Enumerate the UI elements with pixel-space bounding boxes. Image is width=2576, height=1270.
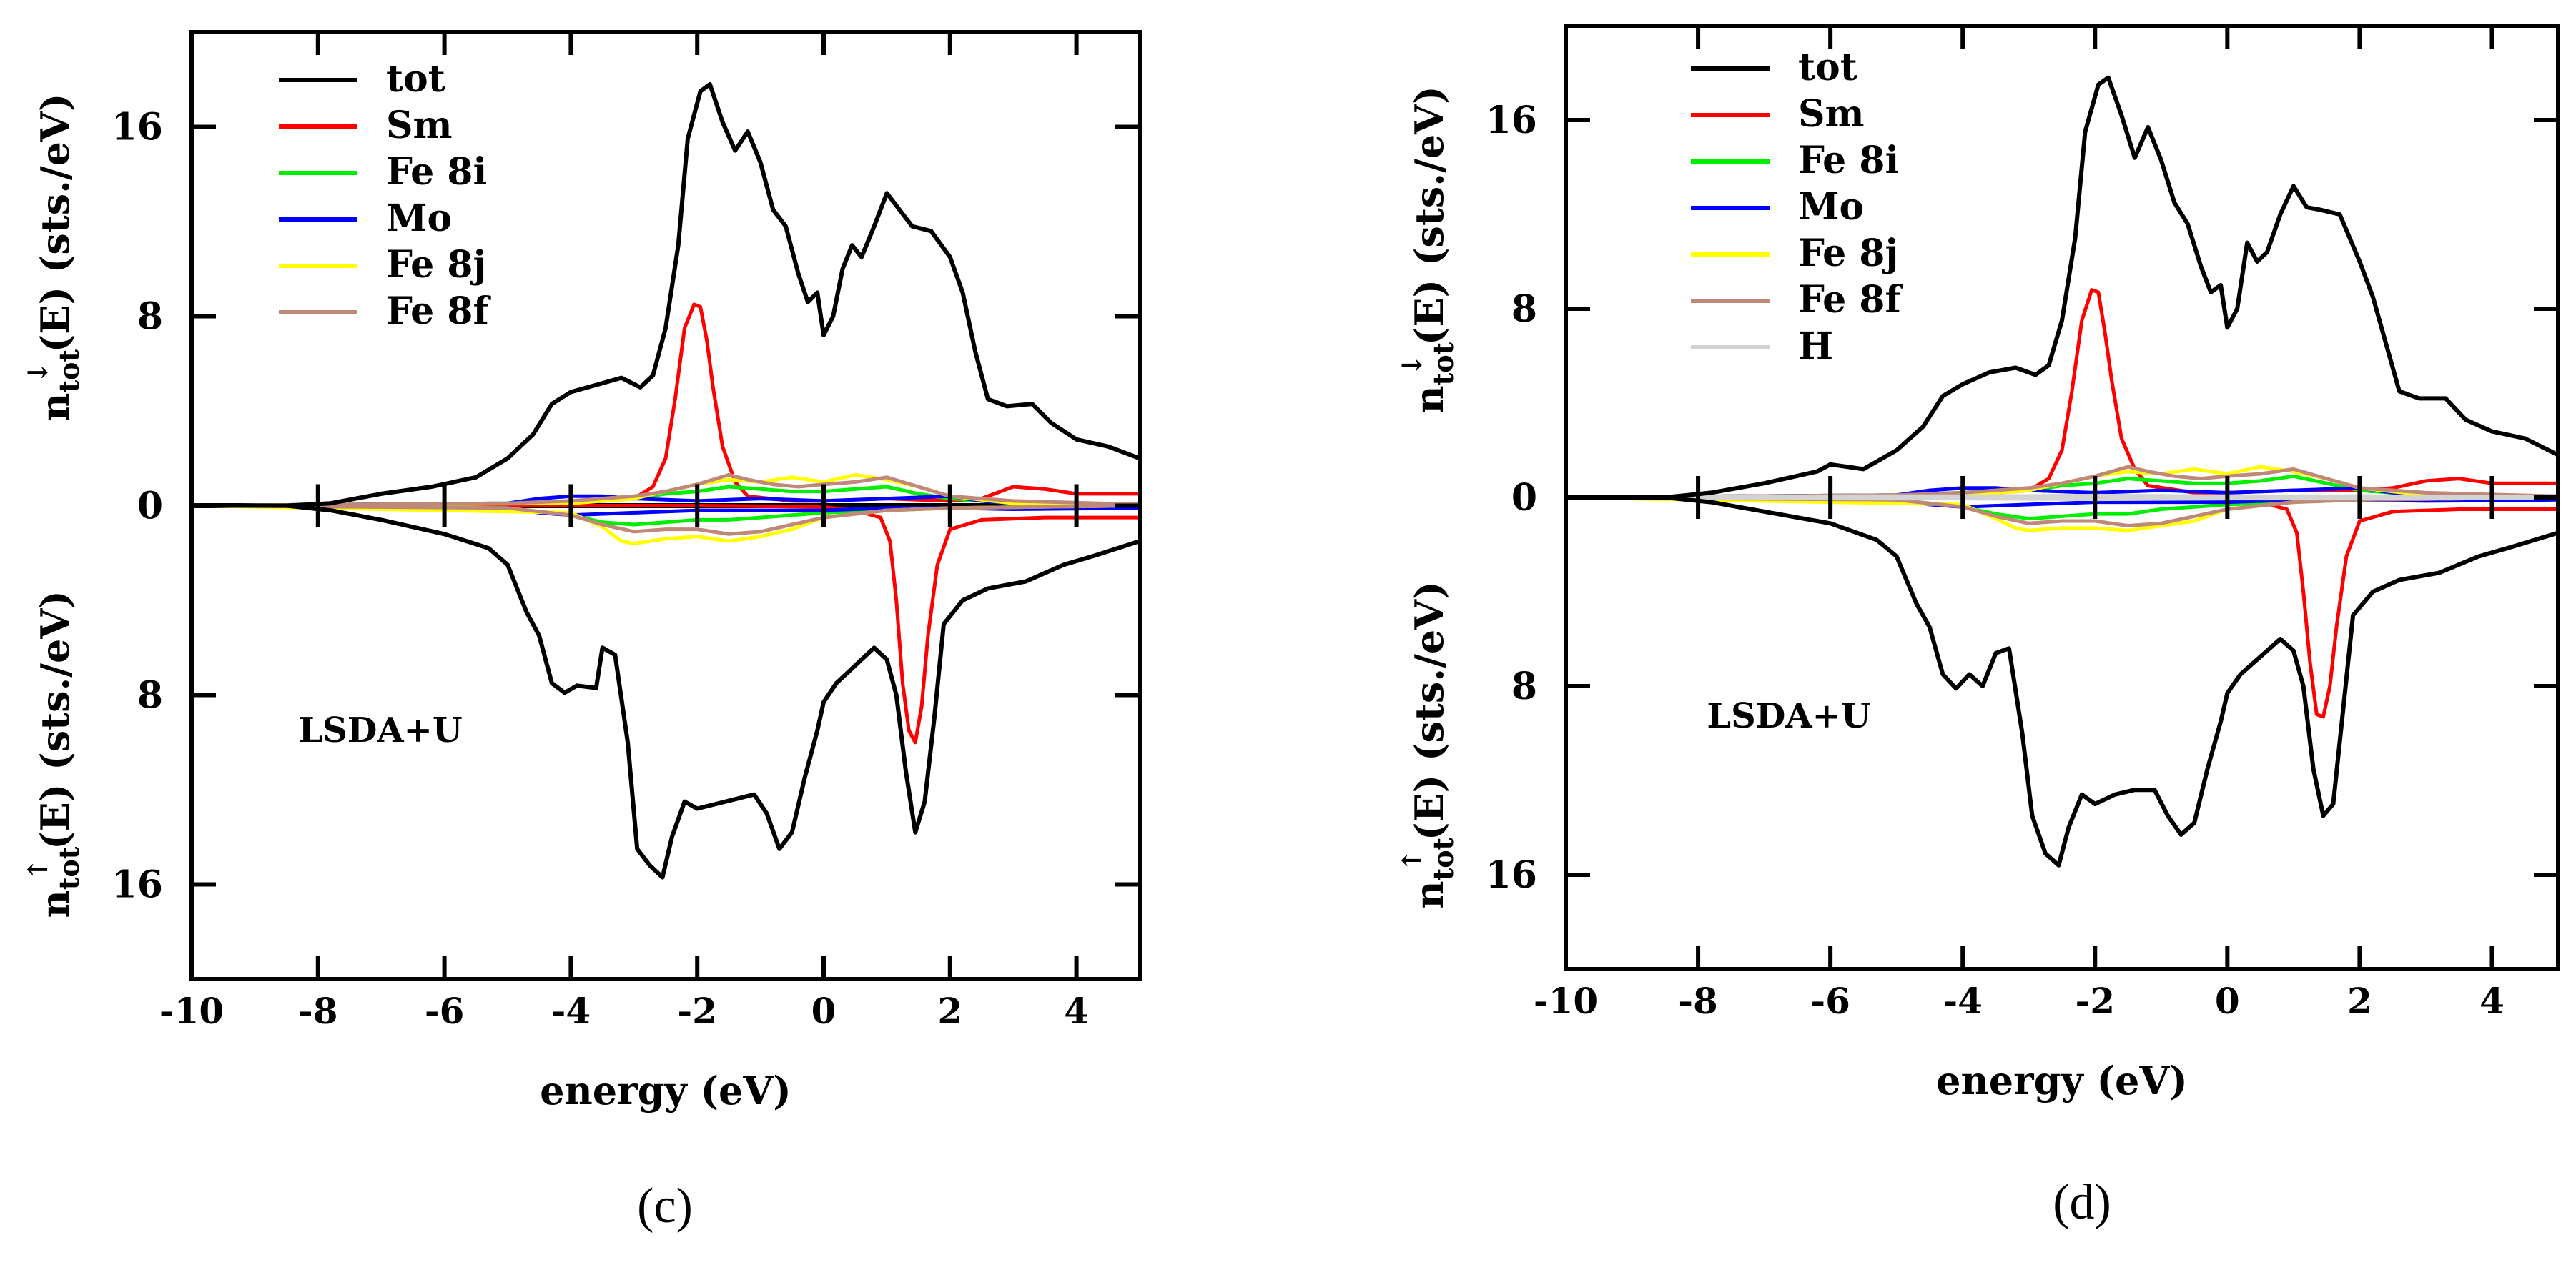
x-tick-label: 0	[811, 990, 837, 1032]
panel-label: (c)	[637, 1179, 693, 1234]
legend-label: H	[1798, 324, 1833, 368]
series-fe-8f-spin-up-line	[1565, 465, 2559, 500]
y-tick-label: 0	[1511, 476, 1537, 520]
y-axis-label-spin-down-arrow: ↑	[1396, 849, 1428, 872]
y-axis-label-spin-down: ntot↑ (E) (sts./eV)	[21, 590, 85, 918]
legend-label: Fe 8j	[386, 243, 486, 287]
legend-label: Fe 8f	[1798, 278, 1903, 322]
x-tick-label: -8	[298, 990, 338, 1032]
series-tot-spin-down-line	[192, 503, 1140, 880]
legend-label: Fe 8f	[386, 289, 491, 333]
annotation-lsda-u: LSDA+U	[1707, 696, 1870, 736]
y-axis-label-spin-down-subscript: tot	[53, 846, 85, 890]
series-tot-spin-down-line	[1566, 495, 2559, 868]
y-axis-label-spin-up-symbol: n	[32, 393, 78, 421]
x-axis-label: energy (eV)	[1936, 1058, 2188, 1103]
x-tick-label: 2	[937, 990, 962, 1032]
y-axis-label-spin-up-subscript: tot	[53, 349, 85, 393]
y-axis-label-spin-down-arrow: ↑	[21, 858, 54, 881]
x-tick-label: -10	[159, 990, 224, 1032]
legend-label: Mo	[386, 197, 452, 240]
x-axis-label: energy (eV)	[540, 1068, 791, 1113]
y-axis-label-spin-down-symbol: n	[32, 890, 78, 918]
series-h-spin-down-line	[1565, 495, 2559, 502]
y-tick-label: 8	[1511, 287, 1537, 331]
legend-label: tot	[1798, 46, 1857, 89]
y-axis-label-spin-up: ntot↓ (E) (sts./eV)	[21, 94, 85, 421]
x-tick-label: 4	[2479, 980, 2505, 1022]
y-axis-label-spin-down-text: (E) (sts./eV)	[1406, 581, 1452, 840]
legend-label: tot	[386, 57, 445, 101]
y-axis-label-spin-up-symbol: n	[1406, 385, 1452, 413]
series-sm-spin-up-line	[191, 302, 1140, 507]
legend-label: Fe 8j	[1798, 232, 1898, 275]
y-axis-label-spin-up: ntot↓ (E) (sts./eV)	[1396, 86, 1459, 413]
y-axis-label-spin-up-text: (E) (sts./eV)	[1406, 86, 1452, 345]
y-tick-label: 8	[137, 295, 163, 339]
y-tick-label: 16	[1486, 99, 1537, 142]
y-tick-label: 16	[112, 106, 163, 149]
series-fe-8f-spin-up-line	[191, 472, 1140, 507]
x-tick-label: -10	[1534, 980, 1598, 1022]
y-axis-label-spin-down: ntot↑ (E) (sts./eV)	[1396, 581, 1459, 908]
x-tick-label: 0	[2215, 980, 2240, 1022]
y-tick-label: 8	[1511, 665, 1537, 708]
y-axis-label-spin-up-arrow: ↓	[21, 361, 54, 384]
x-tick-label: -2	[677, 990, 717, 1032]
series-tot-spin-up-line	[1566, 75, 2560, 500]
series-tot-spin-up-line	[192, 81, 1141, 508]
panel-label: (d)	[2053, 1175, 2111, 1230]
x-tick-label: -2	[2075, 980, 2115, 1022]
legend-label: Fe 8i	[386, 150, 487, 194]
series-sm-spin-down-line	[1566, 495, 2558, 719]
series-sm-spin-down-line	[192, 504, 1140, 745]
legend-label: Fe 8i	[1798, 139, 1899, 182]
y-axis-label-spin-down-subscript: tot	[1427, 837, 1459, 880]
y-axis-label-spin-down-symbol: n	[1406, 880, 1452, 908]
legend-label: Sm	[1798, 92, 1865, 136]
y-tick-label: 16	[1486, 853, 1537, 897]
legend-label: Sm	[386, 104, 453, 147]
annotation-lsda-u: LSDA+U	[298, 710, 462, 750]
x-tick-label: -4	[1943, 980, 1983, 1022]
x-tick-label: 4	[1064, 990, 1089, 1032]
y-axis-label-spin-up-arrow: ↓	[1396, 354, 1428, 377]
x-tick-label: -6	[1810, 980, 1850, 1022]
x-tick-label: -6	[425, 990, 465, 1032]
y-tick-label: 16	[112, 863, 163, 907]
y-tick-label: 8	[137, 674, 163, 718]
series-fe-8f-spin-down-line	[191, 504, 1140, 536]
legend-label: Mo	[1798, 185, 1864, 229]
x-tick-label: -4	[551, 990, 591, 1032]
y-axis-label-spin-down-text: (E) (sts./eV)	[32, 590, 78, 850]
y-axis-label-spin-up-text: (E) (sts./eV)	[32, 94, 78, 353]
series-sm-spin-up-line	[1565, 288, 2558, 500]
x-tick-label: 2	[2347, 980, 2372, 1022]
x-tick-label: -8	[1678, 980, 1718, 1022]
y-tick-label: 0	[137, 485, 163, 528]
series-fe-8f-spin-down-line	[1565, 495, 2559, 528]
y-axis-label-spin-up-subscript: tot	[1427, 342, 1459, 385]
